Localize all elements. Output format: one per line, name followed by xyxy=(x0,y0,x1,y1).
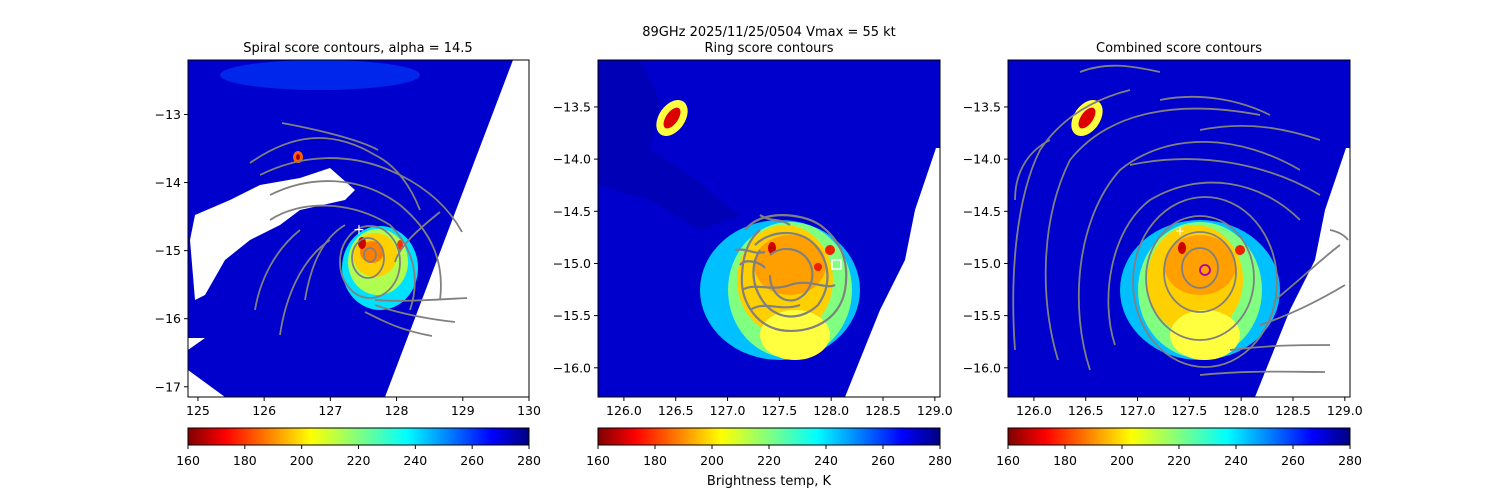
y-tick-label: −15 xyxy=(155,243,181,258)
colorbar-tick-label: 220 xyxy=(347,453,371,468)
y-tick-label: −13.5 xyxy=(963,99,1001,114)
colorbar: 160 180 200 220 240 260 280 xyxy=(996,427,1362,468)
y-tick-label: −15.0 xyxy=(553,256,591,271)
axis-ticks: 126.0 126.5 127.0 127.5 128.0 128.5 129.0 −13.5… xyxy=(963,99,1363,418)
heatmap-field: + xyxy=(1008,60,1350,397)
colorbar-tick-label: 160 xyxy=(176,453,200,468)
center-plus-marker: + xyxy=(353,222,365,238)
colorbar-tick-label: 180 xyxy=(233,453,257,468)
y-tick-label: −14.5 xyxy=(963,204,1001,219)
y-tick-label: −14.0 xyxy=(963,152,1001,167)
y-tick-label: −15.5 xyxy=(553,308,591,323)
panel-title: Spiral score contours, alpha = 14.5 xyxy=(243,41,472,56)
axes-frame xyxy=(597,59,941,398)
colorbar-tick-label: 160 xyxy=(996,453,1020,468)
y-tick-label: −16 xyxy=(155,311,181,326)
colorbar: 160 180 200 220 240 260 280 xyxy=(586,427,952,468)
colorbar-tick-label: 200 xyxy=(700,453,724,468)
center-square-marker xyxy=(831,259,842,270)
center-circle-marker xyxy=(1199,264,1211,276)
colorbar-tick-label: 200 xyxy=(290,453,314,468)
panel-spiral: Spiral score contours, alpha = 14.5 xyxy=(155,41,541,468)
x-tick-label: 129.0 xyxy=(917,403,953,418)
heatmap-field xyxy=(598,60,940,397)
x-tick-label: 130 xyxy=(517,403,541,418)
colorbar-tick-label: 260 xyxy=(1281,453,1305,468)
axes-frame xyxy=(1007,59,1351,398)
axis-ticks: 125 126 127 128 129 130 −13 −14 −15 −16 −17 xyxy=(155,107,541,418)
y-tick-label: −14 xyxy=(155,175,181,190)
heatmap-field: + xyxy=(188,60,529,397)
y-tick-label: −15.5 xyxy=(963,308,1001,323)
colorbar-tick-label: 240 xyxy=(403,453,427,468)
colorbar-tick-label: 220 xyxy=(1167,453,1191,468)
axes-frame xyxy=(187,59,530,398)
colorbar-tick-label: 280 xyxy=(517,453,541,468)
x-tick-label: 125 xyxy=(186,403,210,418)
colorbar-label: Brightness temp, K xyxy=(707,474,832,489)
colorbar-ticks: 160 180 200 220 240 260 280 xyxy=(996,445,1362,468)
x-tick-label: 126.5 xyxy=(1068,403,1104,418)
colorbar-tick-label: 180 xyxy=(643,453,667,468)
panel-combined: Combined score contours xyxy=(963,41,1363,468)
x-tick-label: 127 xyxy=(318,403,342,418)
colorbar-tick-label: 280 xyxy=(928,453,952,468)
figure-suptitle: 89GHz 2025/11/25/0504 Vmax = 55 kt xyxy=(642,25,896,40)
colorbar-tick-label: 220 xyxy=(757,453,781,468)
colorbar-tick-label: 280 xyxy=(1338,453,1362,468)
x-tick-label: 129.0 xyxy=(1327,403,1363,418)
x-tick-label: 126 xyxy=(252,403,276,418)
y-tick-label: −13 xyxy=(155,107,181,122)
colorbar-tick-label: 260 xyxy=(460,453,484,468)
x-tick-label: 127.0 xyxy=(710,403,746,418)
y-tick-label: −16.0 xyxy=(553,360,591,375)
x-tick-label: 128.0 xyxy=(813,403,849,418)
x-tick-label: 128 xyxy=(385,403,409,418)
x-tick-label: 128.5 xyxy=(865,403,901,418)
colorbar-tick-label: 160 xyxy=(586,453,610,468)
x-tick-label: 127.5 xyxy=(761,403,797,418)
colorbar-tick-label: 200 xyxy=(1110,453,1134,468)
colorbar-tick-label: 180 xyxy=(1053,453,1077,468)
colorbar-tick-label: 240 xyxy=(814,453,838,468)
x-tick-label: 128.0 xyxy=(1223,403,1259,418)
panel-title: Combined score contours xyxy=(1096,41,1262,56)
x-tick-label: 127.0 xyxy=(1120,403,1156,418)
y-tick-label: −15.0 xyxy=(963,256,1001,271)
center-plus-marker: + xyxy=(1175,224,1185,238)
colorbar-tick-label: 260 xyxy=(871,453,895,468)
colorbar-ticks: 160 180 200 220 240 260 280 xyxy=(586,445,952,468)
y-tick-label: −17 xyxy=(155,379,181,394)
colorbar: 160 180 200 220 240 260 280 xyxy=(176,427,541,468)
x-tick-label: 126.0 xyxy=(606,403,642,418)
axis-ticks: 126.0 126.5 127.0 127.5 128.0 128.5 129.0 −13.5… xyxy=(553,99,953,418)
y-tick-label: −14.5 xyxy=(553,204,591,219)
x-tick-label: 129 xyxy=(451,403,475,418)
x-tick-label: 128.5 xyxy=(1275,403,1311,418)
x-tick-label: 126.5 xyxy=(658,403,694,418)
x-tick-label: 127.5 xyxy=(1171,403,1207,418)
y-tick-label: −16.0 xyxy=(963,360,1001,375)
panel-ring: Ring score contours xyxy=(553,41,953,489)
x-tick-label: 126.0 xyxy=(1016,403,1052,418)
y-tick-label: −13.5 xyxy=(553,99,591,114)
panel-title: Ring score contours xyxy=(704,41,833,56)
colorbar-ticks: 160 180 200 220 240 260 280 xyxy=(176,445,541,468)
y-tick-label: −14.0 xyxy=(553,152,591,167)
colorbar-tick-label: 240 xyxy=(1224,453,1248,468)
